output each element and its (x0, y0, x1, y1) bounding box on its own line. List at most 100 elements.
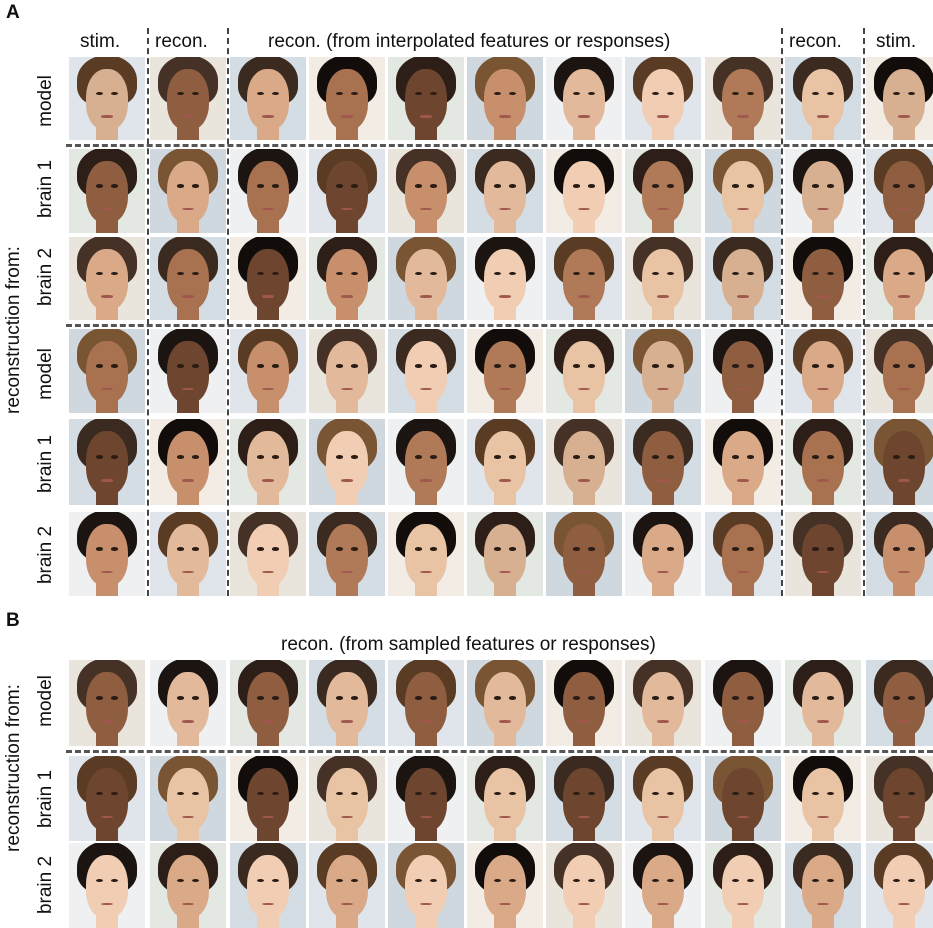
face-a-r6-c8 (625, 512, 701, 596)
face-a-r1-c4 (309, 57, 385, 140)
face-a-r5-c5 (388, 419, 464, 505)
face-a-r2-c4 (309, 149, 385, 233)
face-b-r1-c4 (309, 660, 385, 746)
face-a-r3-c1 (69, 237, 145, 320)
face-a-r2-c11 (866, 149, 933, 233)
face-b-r1-c9 (705, 660, 781, 746)
face-a-r2-c2 (150, 149, 226, 233)
face-a-r5-c7 (546, 419, 622, 505)
face-a-r6-c3 (230, 512, 306, 596)
face-b-r3-c1 (69, 843, 145, 928)
divider-stim-right (863, 28, 865, 596)
face-a-r4-c3 (230, 329, 306, 413)
face-a-r1-c10 (785, 57, 861, 140)
face-a-r5-c6 (467, 419, 543, 505)
face-a-r3-c4 (309, 237, 385, 320)
face-a-r3-c3 (230, 237, 306, 320)
face-b-r1-c3 (230, 660, 306, 746)
face-a-r2-c1 (69, 149, 145, 233)
face-b-r2-c11 (866, 756, 933, 841)
face-b-r3-c11 (866, 843, 933, 928)
face-a-r6-c7 (546, 512, 622, 596)
face-a-r6-c5 (388, 512, 464, 596)
face-b-r1-c10 (785, 660, 861, 746)
face-b-r2-c10 (785, 756, 861, 841)
face-a-r6-c10 (785, 512, 861, 596)
face-b-r1-c11 (866, 660, 933, 746)
face-b-r2-c3 (230, 756, 306, 841)
face-b-r2-c8 (625, 756, 701, 841)
face-a-r6-c1 (69, 512, 145, 596)
face-b-r3-c8 (625, 843, 701, 928)
face-a-r1-c11 (866, 57, 933, 140)
face-a-r3-c8 (625, 237, 701, 320)
face-a-r1-c3 (230, 57, 306, 140)
face-a-r3-c2 (150, 237, 226, 320)
face-b-r1-c6 (467, 660, 543, 746)
face-a-r2-c7 (546, 149, 622, 233)
face-a-r1-c6 (467, 57, 543, 140)
face-a-r1-c8 (625, 57, 701, 140)
face-a-r5-c9 (705, 419, 781, 505)
face-b-r2-c1 (69, 756, 145, 841)
face-a-r5-c1 (69, 419, 145, 505)
header-recon-interpolated: recon. (from interpolated features or re… (268, 31, 671, 52)
face-a-r4-c7 (546, 329, 622, 413)
header-recon-sampled: recon. (from sampled features or respons… (281, 634, 656, 655)
face-a-r4-c11 (866, 329, 933, 413)
face-a-r1-c5 (388, 57, 464, 140)
separator-a-2 (66, 324, 933, 327)
face-b-r2-c6 (467, 756, 543, 841)
face-a-r5-c11 (866, 419, 933, 505)
face-a-r3-c7 (546, 237, 622, 320)
face-b-r1-c2 (150, 660, 226, 746)
separator-a-1 (66, 144, 933, 147)
face-a-r6-c4 (309, 512, 385, 596)
face-a-r3-c6 (467, 237, 543, 320)
divider-recon-right (781, 28, 783, 596)
face-b-r1-c7 (546, 660, 622, 746)
face-b-r3-c5 (388, 843, 464, 928)
face-b-r3-c9 (705, 843, 781, 928)
face-b-r2-c7 (546, 756, 622, 841)
face-b-r1-c1 (69, 660, 145, 746)
face-a-r3-c9 (705, 237, 781, 320)
face-a-r5-c4 (309, 419, 385, 505)
face-a-r6-c9 (705, 512, 781, 596)
face-a-r4-c5 (388, 329, 464, 413)
face-a-r1-c7 (546, 57, 622, 140)
face-a-r2-c5 (388, 149, 464, 233)
face-b-r3-c7 (546, 843, 622, 928)
face-a-r4-c8 (625, 329, 701, 413)
header-recon-right: recon. (789, 31, 842, 52)
face-a-r6-c6 (467, 512, 543, 596)
face-a-r4-c9 (705, 329, 781, 413)
face-a-r3-c10 (785, 237, 861, 320)
face-a-r2-c8 (625, 149, 701, 233)
face-b-r2-c9 (705, 756, 781, 841)
separator-b-1 (66, 750, 933, 753)
face-b-r2-c5 (388, 756, 464, 841)
face-a-r5-c3 (230, 419, 306, 505)
face-b-r2-c2 (150, 756, 226, 841)
face-b-r1-c5 (388, 660, 464, 746)
face-a-r5-c8 (625, 419, 701, 505)
header-stim-left: stim. (80, 31, 121, 52)
face-a-r2-c9 (705, 149, 781, 233)
panel-b-letter: B (6, 610, 20, 631)
face-a-r4-c4 (309, 329, 385, 413)
face-a-r5-c10 (785, 419, 861, 505)
face-b-r3-c10 (785, 843, 861, 928)
face-a-r1-c9 (705, 57, 781, 140)
face-a-r2-c6 (467, 149, 543, 233)
face-a-r1-c1 (69, 57, 145, 140)
face-b-r3-c4 (309, 843, 385, 928)
panel-a-letter: A (6, 2, 20, 23)
face-a-r4-c1 (69, 329, 145, 413)
face-a-r3-c5 (388, 237, 464, 320)
face-a-r4-c10 (785, 329, 861, 413)
header-stim-right: stim. (876, 31, 917, 52)
divider-recon-left (227, 28, 229, 596)
